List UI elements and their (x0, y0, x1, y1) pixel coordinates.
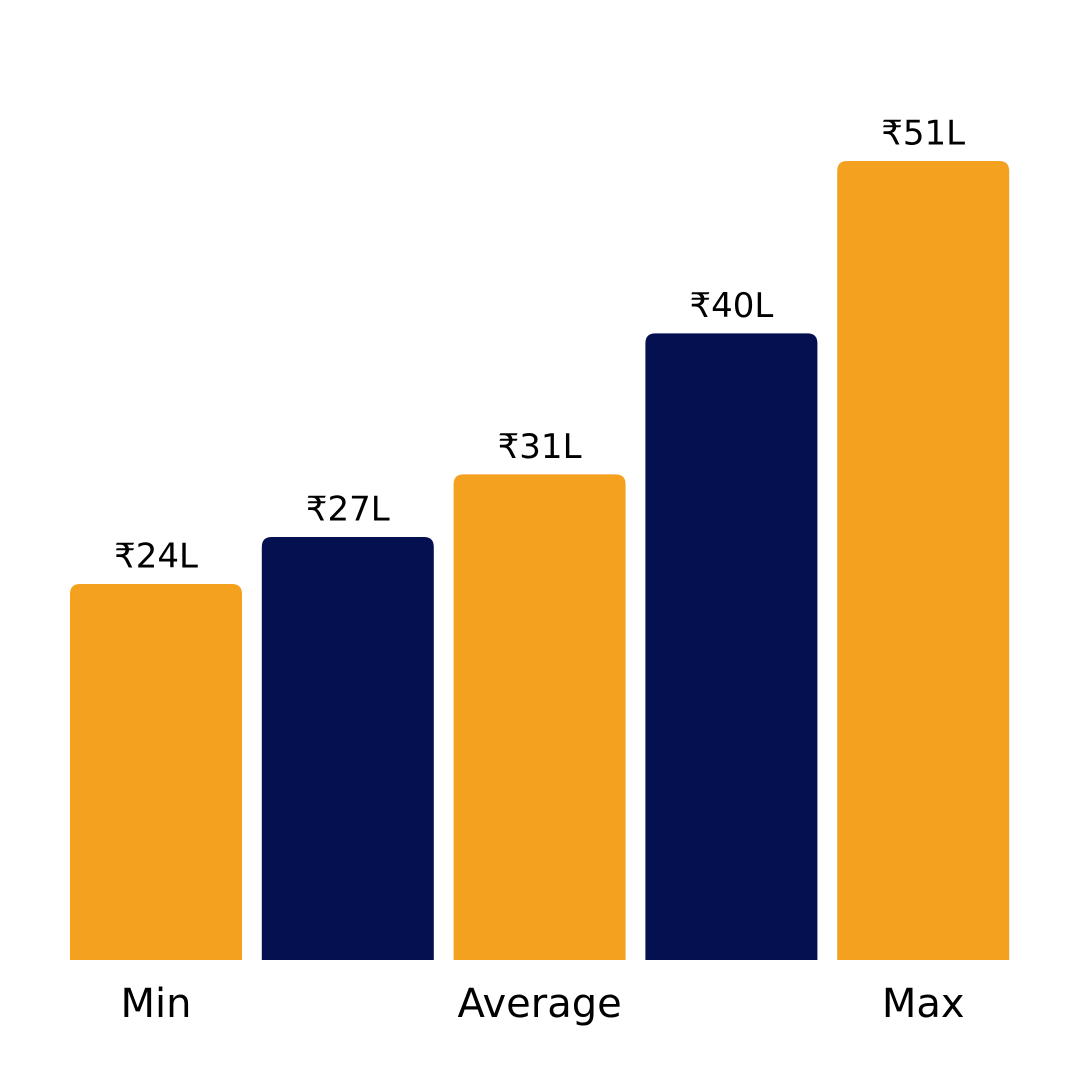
value-label: ₹27L (306, 490, 390, 530)
value-label: ₹31L (498, 427, 582, 467)
bar (645, 333, 818, 960)
x-tick-label: Average (457, 981, 621, 1027)
bar (837, 161, 1010, 960)
x-tick-label: Max (882, 981, 965, 1027)
value-label: ₹51L (881, 114, 965, 154)
x-tick-label: Min (121, 981, 192, 1027)
value-label: ₹40L (689, 286, 773, 326)
value-label: ₹24L (114, 537, 198, 577)
bar (261, 537, 434, 960)
bar (453, 474, 626, 960)
bar (70, 584, 242, 960)
